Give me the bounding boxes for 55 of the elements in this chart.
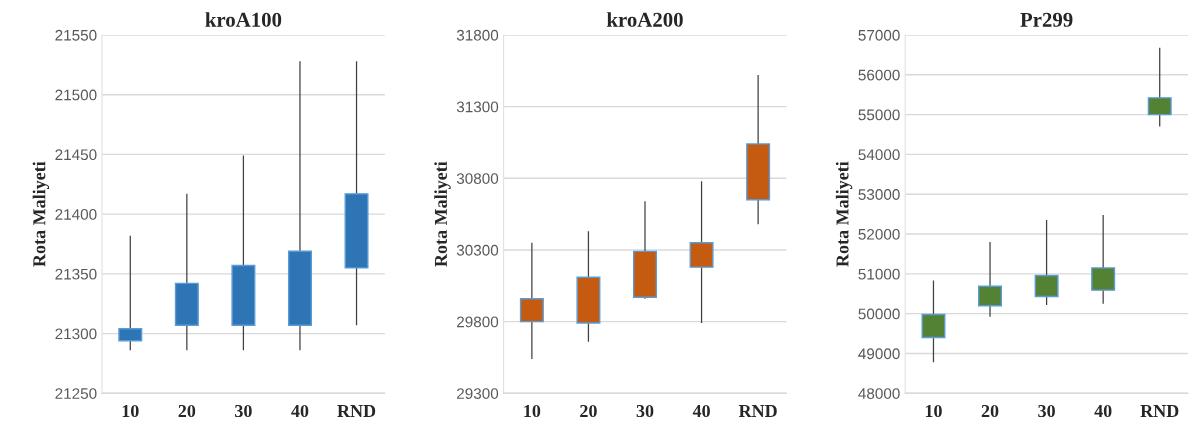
y-tick-label: 30300 bbox=[456, 244, 499, 256]
x-tick-label: 40 bbox=[692, 404, 710, 418]
candlestick bbox=[921, 279, 946, 363]
chart-title: kroA100 bbox=[205, 12, 282, 27]
y-axis-title: Rota Maliyeti bbox=[434, 161, 451, 267]
y-tick-label: 50000 bbox=[858, 308, 900, 320]
candlestick bbox=[632, 200, 658, 298]
y-tick-label: 52000 bbox=[858, 228, 900, 240]
y-tick-label: 21250 bbox=[55, 388, 97, 399]
y-tick-label: 21400 bbox=[55, 209, 97, 220]
candlestick bbox=[689, 180, 714, 324]
y-tick-label: 49000 bbox=[858, 348, 900, 360]
x-tick-label: 10 bbox=[122, 404, 139, 418]
candlestick bbox=[519, 242, 544, 360]
y-tick-label: 21350 bbox=[55, 268, 97, 280]
candlestick bbox=[746, 74, 771, 225]
x-tick-label: RND bbox=[1140, 405, 1179, 417]
y-tick-label: 48000 bbox=[858, 388, 900, 399]
x-tick-label: RND bbox=[337, 405, 376, 417]
candlestick bbox=[344, 60, 369, 326]
y-tick-label: 21300 bbox=[55, 328, 97, 340]
y-tick-label: 31300 bbox=[456, 101, 499, 113]
y-tick-label: 51000 bbox=[858, 268, 900, 280]
x-tick-label: 30 bbox=[636, 404, 654, 418]
candlestick bbox=[287, 60, 312, 351]
chart-title: Pr299 bbox=[1020, 12, 1073, 27]
candlestick bbox=[978, 241, 1003, 318]
y-tick-label: 54000 bbox=[858, 149, 900, 161]
y-tick-label: 21500 bbox=[55, 89, 97, 101]
y-axis-title: Rota Maliyeti bbox=[835, 161, 853, 267]
candlestick bbox=[231, 154, 256, 351]
candlestick bbox=[174, 193, 199, 351]
x-tick-label: 40 bbox=[1094, 404, 1112, 418]
y-tick-label: 57000 bbox=[858, 29, 900, 41]
y-tick-label: 56000 bbox=[858, 69, 900, 81]
x-tick-label: 20 bbox=[981, 404, 999, 418]
x-tick-label: 10 bbox=[524, 404, 541, 418]
y-tick-label: 30800 bbox=[456, 173, 499, 184]
y-tick-label: 29800 bbox=[457, 316, 499, 328]
x-tick-label: 20 bbox=[580, 404, 597, 418]
y-tick-label: 55000 bbox=[858, 109, 900, 121]
x-tick-label: 20 bbox=[178, 404, 196, 418]
y-axis-title: Rota Maliyeti bbox=[32, 161, 50, 267]
y-tick-label: 29300 bbox=[457, 388, 499, 399]
y-tick-label: 31800 bbox=[456, 29, 499, 41]
x-tick-label: RND bbox=[738, 405, 777, 417]
x-tick-label: 30 bbox=[235, 404, 252, 418]
x-tick-label: 30 bbox=[1038, 404, 1055, 418]
y-tick-label: 21550 bbox=[55, 29, 97, 41]
x-tick-label: 40 bbox=[291, 404, 309, 418]
y-tick-label: 53000 bbox=[858, 189, 900, 200]
x-tick-label: 10 bbox=[925, 404, 942, 418]
candlestick bbox=[576, 230, 601, 343]
chart-title: kroA200 bbox=[606, 12, 683, 27]
y-tick-label: 21450 bbox=[55, 149, 97, 161]
